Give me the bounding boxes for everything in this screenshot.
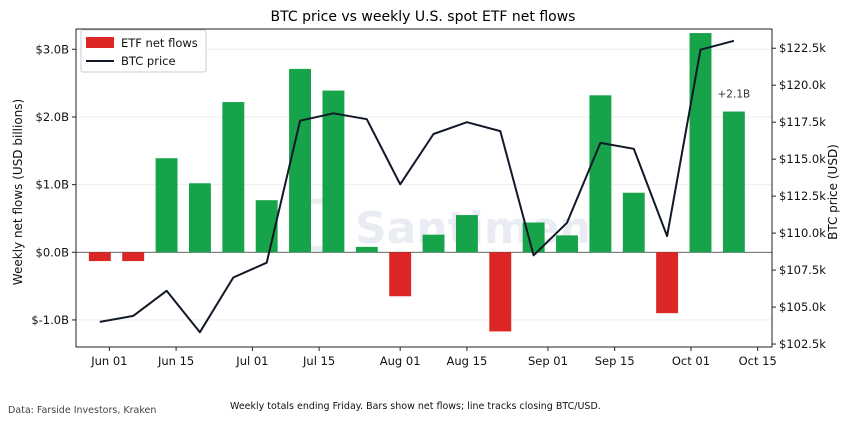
- legend-swatch-bars: [86, 37, 114, 48]
- y-right-tick-label: $112.5k: [779, 189, 826, 203]
- flow-bar: [489, 252, 512, 332]
- flow-bar: [188, 183, 211, 253]
- price-line: [99, 39, 735, 334]
- caption-note: Weekly totals ending Friday. Bars show n…: [230, 401, 601, 412]
- flow-bar: [155, 158, 178, 253]
- y-axis-left-label: Weekly net flows (USD billions): [11, 99, 25, 285]
- flow-bar: [622, 192, 645, 253]
- x-tick-label: Jun 15: [157, 354, 194, 368]
- flow-bar: [355, 246, 378, 253]
- flow-bar: [88, 252, 111, 262]
- y-left-tick-label: $0.0B: [36, 245, 70, 259]
- x-tick-label: Oct 01: [672, 354, 710, 368]
- y-right-tick-label: $120.0k: [779, 78, 826, 92]
- plot-frame: [75, 28, 773, 348]
- flow-bar: [522, 222, 545, 253]
- flow-bar: [689, 33, 712, 253]
- chart-title: BTC price vs weekly U.S. spot ETF net fl…: [271, 9, 576, 25]
- legend-label-line: BTC price: [121, 54, 176, 68]
- y-right-tick-label: $110.0k: [779, 226, 826, 240]
- flow-bar: [656, 252, 679, 314]
- y-left-tick-label: $2.0B: [36, 110, 70, 124]
- bar-series: [88, 33, 745, 332]
- x-tick-label: Sep 01: [528, 354, 568, 368]
- bar-annotation: +2.1B: [718, 89, 751, 101]
- flow-bar: [422, 234, 445, 253]
- y-left-tick-label: $-1.0B: [31, 313, 69, 327]
- source-note: Data: Farside Investors, Kraken: [8, 405, 157, 416]
- flow-bar: [455, 215, 478, 253]
- flow-bar: [122, 252, 145, 262]
- x-tick-label: Aug 15: [447, 354, 488, 368]
- y-left-tick-label: $3.0B: [36, 42, 70, 56]
- x-axis: Jun 01 Jun 15 Jul 01 Jul 15 Aug 01 Aug 15 Sep …: [90, 347, 777, 368]
- x-tick-label: Aug 01: [380, 354, 421, 368]
- x-tick-label: Jul 15: [302, 354, 335, 368]
- y-right-tick-label: $122.5k: [779, 41, 826, 55]
- line-series: [99, 39, 735, 334]
- y-axis-right: $102.5k $105.0k $107.5k $110.0k $112.5k $115.…: [772, 41, 826, 351]
- flow-bar: [556, 235, 578, 253]
- legend: ETF net flows BTC price: [80, 29, 207, 73]
- y-left-tick-label: $1.0B: [36, 178, 70, 192]
- flow-bar: [322, 90, 345, 253]
- y-right-tick-label: $117.5k: [779, 115, 826, 129]
- y-axis-left: $-1.0B $0.0B $1.0B $2.0B $3.0B: [31, 42, 76, 327]
- flow-bar: [222, 102, 245, 253]
- flow-bar: [589, 95, 612, 253]
- y-right-tick-label: $105.0k: [779, 300, 826, 314]
- flow-bar: [289, 68, 312, 253]
- x-tick-label: Sep 15: [595, 354, 635, 368]
- legend-label-bars: ETF net flows: [121, 36, 198, 50]
- x-tick-label: Jun 01: [90, 354, 127, 368]
- y-right-tick-label: $107.5k: [779, 263, 826, 277]
- y-right-tick-label: $102.5k: [779, 337, 826, 351]
- x-tick-label: Oct 15: [739, 354, 777, 368]
- y-right-tick-label: $115.0k: [779, 152, 826, 166]
- annotations: +2.1B: [718, 89, 751, 101]
- flow-bar: [722, 111, 745, 253]
- y-axis-right-label: BTC price (USD): [826, 144, 840, 240]
- flow-bar: [389, 252, 412, 297]
- x-tick-label: Jul 01: [235, 354, 268, 368]
